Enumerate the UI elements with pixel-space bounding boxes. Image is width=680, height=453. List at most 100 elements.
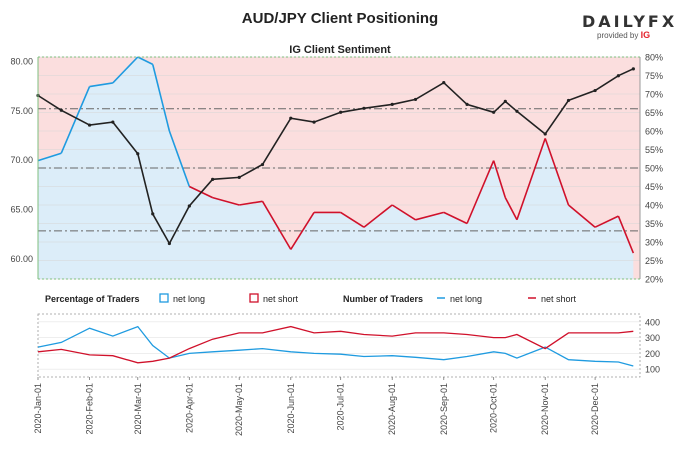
sentiment-segment (504, 197, 518, 221)
panel-title: IG Client Sentiment (289, 44, 391, 56)
price-point (503, 99, 507, 103)
sentiment-segment (617, 215, 635, 254)
y-right-tick-label: 70% (645, 90, 663, 100)
y-left-tick-label: 80.00 (10, 56, 33, 66)
bottom-frame (37, 313, 641, 378)
x-tick-label: 2020-Jun-01 (286, 383, 296, 434)
y-right-tick-label: 55% (645, 145, 663, 155)
legend-label-net-long: net long (173, 294, 205, 304)
sentiment-segment (261, 200, 292, 250)
x-tick-label: 2020-Oct-01 (489, 383, 499, 433)
x-tick-label: 2020-Jul-01 (336, 383, 346, 431)
x-tick-label: 2020-Nov-01 (540, 383, 550, 435)
x-tick-label: 2020-Dec-01 (590, 383, 600, 435)
x-tick-label: 2020-Jan-01 (33, 383, 43, 434)
y-right-tick-label: 60% (645, 127, 663, 137)
x-tick-label: 2020-May-01 (234, 383, 244, 436)
sentiment-segment (415, 211, 444, 221)
y-right-tick-label: 75% (645, 71, 663, 81)
net-long-traders-line (37, 325, 634, 367)
y-right-tick-label: 30% (645, 238, 663, 248)
sentiment-segment (466, 160, 495, 224)
y-tick-label: 200 (645, 349, 660, 359)
sentiment-segment (290, 211, 315, 250)
sentiment-segment (391, 204, 416, 221)
y-right-tick-label: 65% (645, 108, 663, 118)
legend-label-net-short: net short (263, 294, 299, 304)
legend-label-traders-net-short: net short (541, 294, 577, 304)
price-point (390, 102, 394, 106)
price-point (492, 110, 496, 114)
sentiment-segment (151, 64, 171, 132)
price-point (515, 109, 519, 113)
top-panel: 80.00 75.00 70.00 65.00 60.00 80% 75% 70% 65% 60%… (10, 44, 663, 285)
price-point (442, 81, 446, 85)
sentiment-segment (239, 200, 263, 206)
legend-swatch-net-short (249, 293, 259, 303)
price-point (465, 102, 469, 106)
y-left-tick-label: 65.00 (10, 204, 33, 214)
legend-title-percentage: Percentage of Traders (45, 294, 140, 304)
y-right-tick-label: 35% (645, 219, 663, 229)
bottom-panel: 400 300 200 100 2020-Jan-01 2020-Feb-01 2020-M… (33, 313, 660, 436)
price-point (187, 204, 191, 208)
sentiment-segment (544, 138, 570, 206)
sentiment-segment (443, 211, 468, 225)
legend-title-number: Number of Traders (343, 294, 423, 304)
price-point (211, 177, 215, 181)
sentiment-segment (89, 82, 113, 88)
price-point (339, 110, 343, 114)
sentiment-segment (60, 86, 91, 154)
sentiment-segment (363, 204, 393, 228)
sentiment-segment (492, 160, 507, 198)
price-point (111, 120, 115, 124)
legend-swatch-net-long (159, 293, 169, 303)
y-right-tick-label: 40% (645, 201, 663, 211)
price-point (136, 152, 140, 156)
x-tick-label: 2020-Mar-01 (133, 383, 143, 435)
sentiment-segment (112, 56, 139, 84)
price-point (87, 123, 92, 127)
price-point (362, 106, 366, 110)
y-tick-label: 100 (645, 365, 660, 375)
y-right-tick-label: 45% (645, 182, 663, 192)
sentiment-segment (212, 196, 240, 206)
price-point (566, 98, 571, 103)
legend-row: Percentage of Traders net long net short Nu… (45, 293, 577, 304)
y-left-tick-label: 75.00 (10, 106, 33, 116)
y-right-tick-label: 50% (645, 164, 663, 174)
x-tick-label: 2020-Sep-01 (439, 383, 449, 435)
sentiment-segment (340, 211, 365, 228)
sentiment-segment (516, 138, 546, 221)
price-point (237, 175, 241, 179)
y-tick-label: 300 (645, 333, 660, 343)
price-point (616, 74, 620, 78)
price-point (543, 132, 547, 136)
x-tick-label: 2020-Feb-01 (85, 383, 95, 435)
dailyfx-logo: DAILYFX (582, 12, 678, 31)
sentiment-segment (567, 204, 596, 228)
sentiment-segment (137, 56, 154, 66)
price-point (413, 97, 418, 102)
price-point (289, 116, 293, 120)
price-point (260, 162, 265, 167)
price-point (167, 241, 171, 246)
sentiment-segment (168, 130, 191, 187)
net-short-traders-line (37, 325, 634, 364)
y-right-tick-label: 20% (645, 275, 663, 285)
price-point (593, 88, 597, 93)
price-point (59, 108, 63, 112)
price-point (312, 120, 316, 124)
y-right-tick-label: 80% (645, 53, 663, 63)
provided-by-label: provided by IG (597, 30, 651, 40)
price-point (631, 67, 635, 71)
price-point (151, 212, 155, 216)
chart-title: AUD/JPY Client Positioning (241, 10, 439, 27)
y-left-tick-label: 70.00 (10, 155, 33, 165)
x-tick-label: 2020-Apr-01 (184, 383, 194, 433)
x-tick-label: 2020-Aug-01 (387, 383, 397, 435)
sentiment-segment (594, 215, 619, 228)
y-tick-label: 400 (645, 317, 660, 327)
y-right-tick-label: 25% (645, 256, 663, 266)
